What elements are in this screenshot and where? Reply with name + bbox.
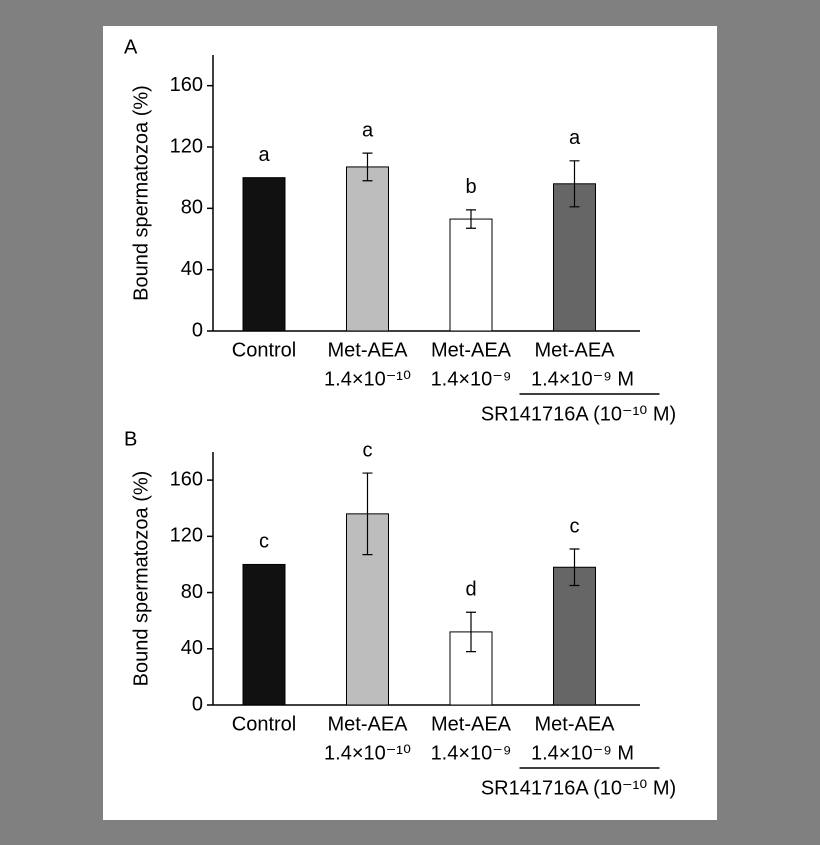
- error-bar: [362, 152, 373, 182]
- x-tick-label: Control: [232, 713, 296, 735]
- y-tick-label: 0: [192, 319, 203, 341]
- significance-letter: a: [569, 127, 581, 149]
- x-tick-label: Met-AEA: [431, 339, 512, 361]
- x-tick-label: Met-AEA: [534, 339, 615, 361]
- y-tick-label: 160: [170, 74, 203, 96]
- significance-letter: a: [258, 144, 270, 166]
- error-bar: [569, 548, 580, 587]
- error-bar: [466, 611, 476, 653]
- y-tick-label: 40: [181, 258, 203, 280]
- concentration-label: 1.4×10⁻¹⁰: [324, 368, 411, 390]
- error-bar: [362, 472, 373, 556]
- significance-letter: b: [465, 176, 476, 198]
- concentration-label: 1.4×10⁻⁹ M: [531, 368, 634, 390]
- significance-letter: a: [362, 119, 374, 141]
- y-tick-label: 160: [170, 468, 203, 490]
- x-tick-label: Met-AEA: [431, 713, 512, 735]
- y-tick-label: 120: [170, 135, 203, 157]
- y-tick-label: 80: [181, 581, 203, 603]
- panel-label: A: [124, 36, 138, 58]
- bar: [449, 218, 493, 332]
- panel-label: B: [124, 428, 137, 450]
- significance-letter: d: [465, 579, 476, 601]
- bar: [242, 177, 286, 332]
- significance-letter: c: [259, 531, 269, 553]
- y-axis-label: Bound spermatozoa (%): [130, 85, 152, 301]
- figure-panel: [103, 26, 717, 820]
- concentration-label: 1.4×10⁻⁹: [431, 742, 512, 764]
- error-bar: [569, 160, 580, 208]
- x-tick-label: Met-AEA: [327, 339, 408, 361]
- y-axis-label: Bound spermatozoa (%): [130, 471, 152, 687]
- x-tick-label: Met-AEA: [534, 713, 615, 735]
- x-tick-label: Met-AEA: [327, 713, 408, 735]
- y-tick-label: 120: [170, 525, 203, 547]
- bracket-label: SR141716A (10⁻¹⁰ M): [481, 403, 676, 425]
- y-tick-label: 0: [192, 693, 203, 715]
- bracket-label: SR141716A (10⁻¹⁰ M): [481, 777, 676, 799]
- x-tick-label: Control: [232, 339, 296, 361]
- concentration-label: 1.4×10⁻¹⁰: [324, 742, 411, 764]
- y-tick-label: 80: [181, 197, 203, 219]
- significance-letter: c: [570, 515, 580, 537]
- y-tick-label: 40: [181, 637, 203, 659]
- significance-letter: c: [363, 439, 373, 461]
- bar: [242, 563, 286, 706]
- concentration-label: 1.4×10⁻⁹: [431, 368, 512, 390]
- error-bar: [466, 209, 476, 229]
- bar: [553, 566, 596, 706]
- bar: [346, 166, 389, 332]
- concentration-label: 1.4×10⁻⁹ M: [531, 742, 634, 764]
